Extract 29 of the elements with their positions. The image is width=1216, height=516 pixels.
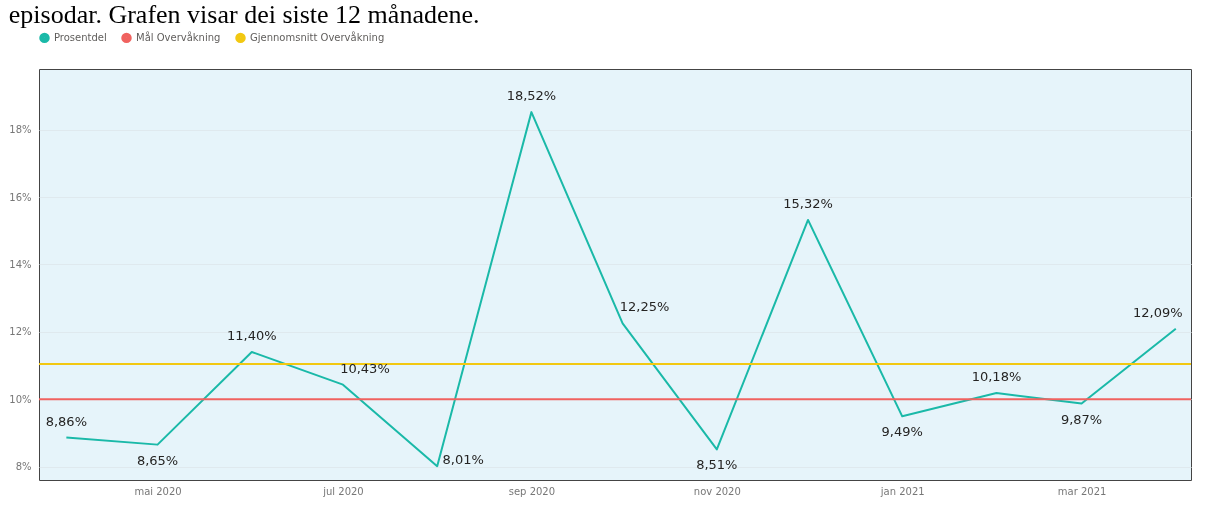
data-label: 18,52% xyxy=(506,88,557,104)
data-label: 10,18% xyxy=(971,369,1022,385)
y-tick-label: 8% xyxy=(15,461,32,473)
data-label: 8,51% xyxy=(696,457,738,473)
data-label: 10,43% xyxy=(340,360,390,376)
legend-label: Gjennomsnitt Overvåkning xyxy=(250,30,385,43)
data-label: 8,65% xyxy=(136,452,179,468)
data-label: 15,32% xyxy=(783,195,833,211)
data-label: 12,09% xyxy=(1133,304,1183,320)
x-tick-label: jan 2021 xyxy=(879,485,925,497)
y-tick-label: 18% xyxy=(9,124,32,136)
x-tick-label: sep 2020 xyxy=(508,485,556,497)
y-tick-label: 12% xyxy=(9,326,32,338)
data-label: 8,01% xyxy=(442,452,484,468)
chart-title: episodar. Grafen visar dei siste 12 månadene. xyxy=(8,0,480,29)
y-tick-label: 14% xyxy=(9,258,32,270)
y-tick-label: 16% xyxy=(9,191,32,203)
x-tick-label: mar 2021 xyxy=(1057,485,1107,497)
data-label: 9,87% xyxy=(1060,411,1103,427)
x-tick-label: mai 2020 xyxy=(134,485,182,497)
data-label: 9,49% xyxy=(881,424,923,440)
legend-label: Prosentdel xyxy=(54,31,107,43)
data-label: 12,25% xyxy=(619,299,670,315)
data-label: 8,86% xyxy=(45,413,88,429)
data-label: 11,40% xyxy=(226,327,277,343)
y-tick-label: 10% xyxy=(9,393,32,405)
x-tick-label: jul 2020 xyxy=(322,485,364,497)
x-tick-label: nov 2020 xyxy=(693,485,741,497)
legend-label: Mål Overvåkning xyxy=(136,30,221,43)
